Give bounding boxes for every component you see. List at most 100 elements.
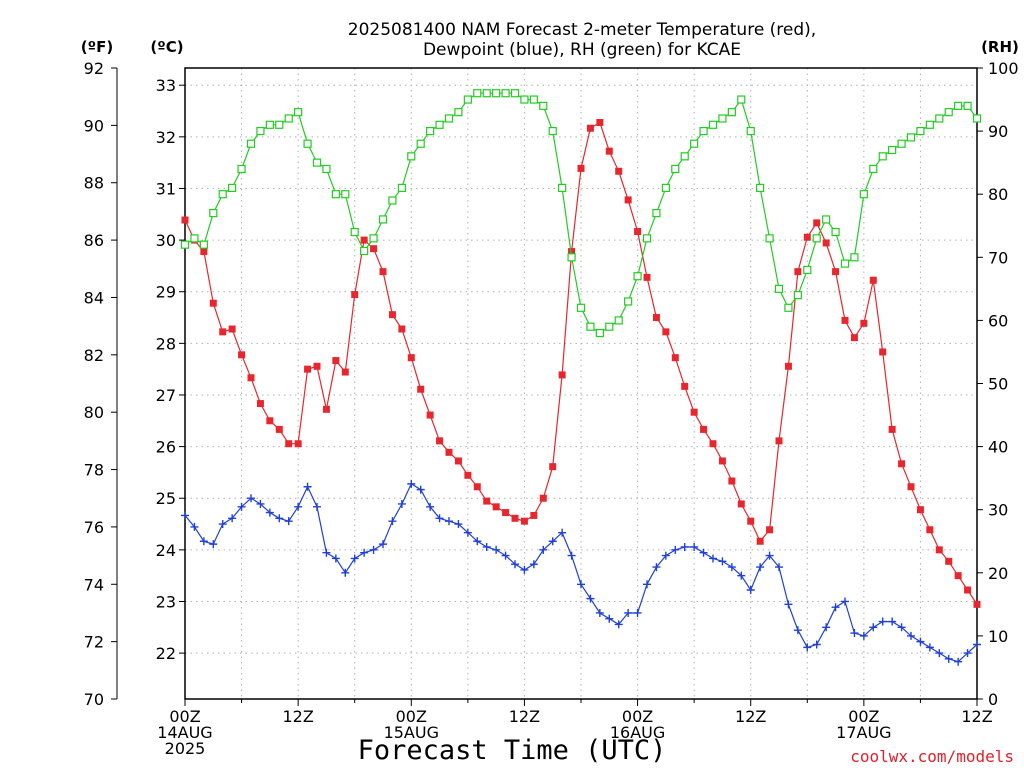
dewpoint-point xyxy=(577,580,585,589)
time-tick-label: 00Z xyxy=(848,707,879,726)
dewpoint-point xyxy=(567,551,576,560)
temperature-point xyxy=(907,483,915,491)
dewpoint-point xyxy=(529,560,538,569)
dewpoint-point xyxy=(445,517,453,526)
dewpoint-point xyxy=(850,629,859,638)
celsius-tick-label: 24 xyxy=(156,541,176,560)
dewpoint-point xyxy=(595,608,604,617)
fahrenheit-tick-label: 82 xyxy=(84,346,104,365)
dewpoint-point xyxy=(888,617,897,626)
celsius-tick-label: 22 xyxy=(156,644,176,663)
rh-point xyxy=(737,95,746,104)
temperature-point xyxy=(294,440,302,448)
dewpoint-point xyxy=(954,657,963,666)
rh-point xyxy=(652,209,661,218)
dewpoint-point xyxy=(341,568,350,577)
temperature-point xyxy=(728,477,736,485)
rh-tick-label: 60 xyxy=(988,311,1008,330)
time-tick-label: 12Z xyxy=(509,707,540,726)
temperature-point xyxy=(822,239,830,247)
temperature-point xyxy=(794,268,802,276)
dewpoint-point xyxy=(407,479,416,488)
temperature-point xyxy=(841,316,849,324)
temperature-point xyxy=(898,460,906,468)
dewpoint-point xyxy=(652,563,661,572)
celsius-tick-label: 26 xyxy=(156,438,176,457)
dewpoint-point xyxy=(303,482,312,491)
rh-point xyxy=(812,234,821,243)
dewpoint-point xyxy=(237,502,246,511)
rh-point xyxy=(473,89,482,98)
rh-point xyxy=(944,108,953,117)
celsius-tick-label: 25 xyxy=(156,489,176,508)
temperature-point xyxy=(935,546,943,554)
temperature-point xyxy=(756,537,764,545)
time-tick-label: 16AUG xyxy=(610,723,665,742)
rh-point xyxy=(935,114,944,123)
dewpoint-point xyxy=(916,637,925,646)
rh-point xyxy=(246,139,256,148)
temperature-point xyxy=(454,457,462,465)
rh-axis-ticks: 0 10 20 30 40 50 60 70 80 90 100 xyxy=(977,59,1019,709)
dewpoint-point xyxy=(680,542,689,551)
temperature-point xyxy=(624,196,632,204)
temperature-point xyxy=(813,219,821,227)
temperature-point xyxy=(671,354,679,362)
celsius-tick-label: 33 xyxy=(156,76,176,95)
temperature-point xyxy=(558,371,566,379)
dewpoint-point xyxy=(511,560,519,569)
rh-tick-label: 30 xyxy=(988,501,1008,520)
temperature-point xyxy=(219,328,227,336)
temperature-point xyxy=(351,291,359,299)
fahrenheit-tick-label: 78 xyxy=(84,461,104,480)
temperature-point xyxy=(784,362,792,370)
rh-point xyxy=(642,234,652,243)
rh-point xyxy=(190,234,199,243)
rh-point xyxy=(614,316,623,325)
rh-tick-label: 20 xyxy=(988,564,1008,583)
temperature-point xyxy=(511,514,519,522)
temperature-point xyxy=(709,440,717,448)
rh-point xyxy=(774,284,784,293)
rh-point xyxy=(793,291,802,300)
temperature-point xyxy=(398,325,406,333)
rh-point xyxy=(822,215,831,224)
rh-point xyxy=(426,126,435,136)
rh-point xyxy=(558,183,567,192)
dewpoint-point xyxy=(228,514,237,523)
fahrenheit-axis-label: (ºF) xyxy=(81,38,113,56)
temperature-point xyxy=(436,437,444,445)
rh-point xyxy=(906,133,916,142)
x-axis-title: Forecast Time (UTC) xyxy=(358,735,667,766)
temperature-point xyxy=(954,572,962,580)
temperature-point xyxy=(605,147,613,155)
temperature-point xyxy=(388,311,396,319)
rh-point xyxy=(416,139,425,148)
rh-point xyxy=(784,303,793,312)
temperature-point xyxy=(869,276,877,284)
temperature-point xyxy=(313,362,321,370)
dewpoint-point xyxy=(501,551,510,560)
celsius-tick-label: 31 xyxy=(156,179,176,198)
temperature-point xyxy=(539,494,547,502)
celsius-axis-ticks: 22 23 24 25 26 27 28 29 30 31 32 33 xyxy=(156,76,185,663)
dewpoint-point xyxy=(284,517,293,526)
rh-tick-label: 10 xyxy=(988,627,1008,646)
rh-point xyxy=(605,322,614,331)
temperature-point xyxy=(964,586,972,594)
rh-tick-label: 80 xyxy=(988,185,1008,204)
fahrenheit-tick-label: 86 xyxy=(84,231,104,250)
dewpoint-point xyxy=(586,594,595,603)
temperature-point xyxy=(879,348,887,356)
temperature-point xyxy=(483,497,491,505)
dewpoint-point xyxy=(548,537,557,546)
rh-point xyxy=(699,126,708,136)
rh-point xyxy=(671,164,680,174)
fahrenheit-tick-label: 74 xyxy=(84,575,104,594)
dewpoint-point xyxy=(812,640,821,649)
dewpoint-point xyxy=(737,571,746,580)
temperature-point xyxy=(341,368,349,376)
temperature-point xyxy=(426,411,434,419)
celsius-axis-label: (ºC) xyxy=(150,38,183,56)
